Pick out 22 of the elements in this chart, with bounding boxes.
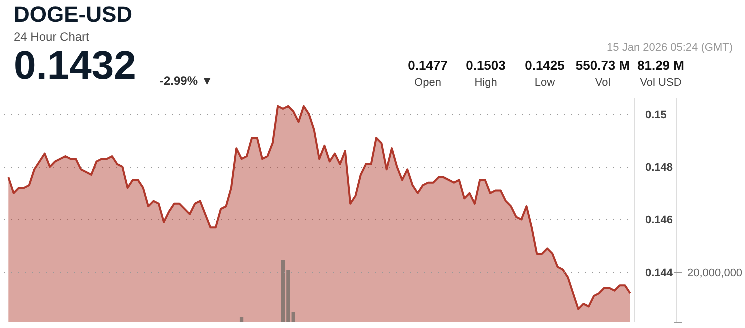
text: 0.1503 [465,58,507,73]
y-tick-label: 0.146 [646,214,674,227]
text: Vol [595,77,611,89]
y-tick-label: 0.144 [646,267,674,280]
text: 0.1425 [525,58,565,73]
text: High [474,77,498,89]
text: 0.1432 [14,44,136,89]
text: Open [414,77,442,89]
y-tick-label: 0.148 [646,162,674,174]
text: 15 Jan 2026 05:24 (GMT) [607,42,733,54]
text: 0.1477 [407,58,449,73]
bar [292,312,296,322]
text: Vol USD [639,77,683,89]
bar [240,318,244,322]
text: -2.99% ▼ [160,74,214,88]
y-tick-label: 0.15 [646,109,667,122]
chart-subtitle: 24 Hour Chart [14,30,90,44]
text: 81.29 M [638,58,684,73]
text: 550.73 M [576,58,630,73]
text: Low [534,77,556,89]
chart-title: DOGE-USD [14,2,133,28]
y2-tick-label: 20,000,000 [688,268,743,280]
